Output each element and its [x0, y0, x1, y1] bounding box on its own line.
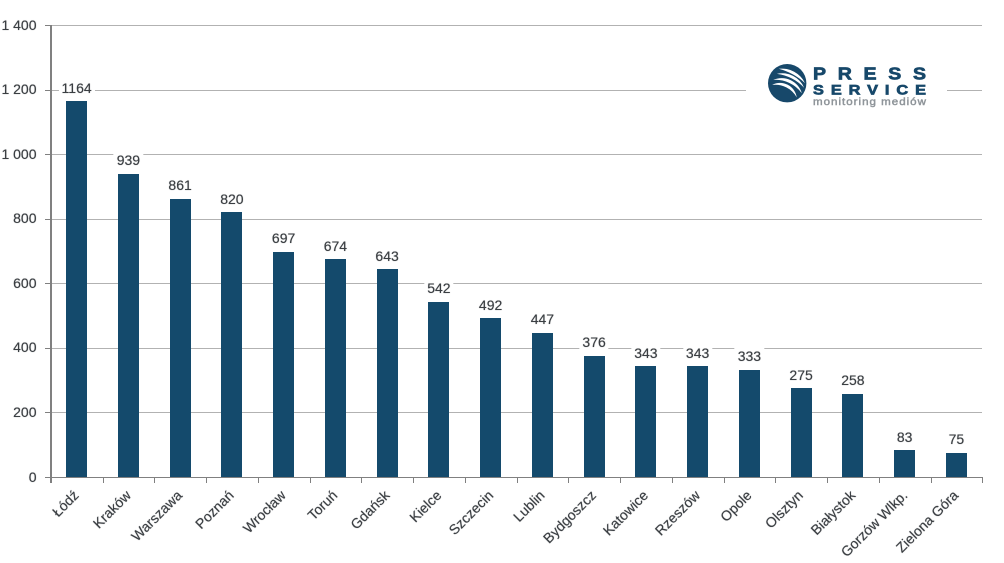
- svg-text:SERVICE: SERVICE: [813, 82, 926, 98]
- svg-text:PRESS: PRESS: [813, 64, 926, 84]
- svg-text:monitoring mediów: monitoring mediów: [813, 97, 926, 108]
